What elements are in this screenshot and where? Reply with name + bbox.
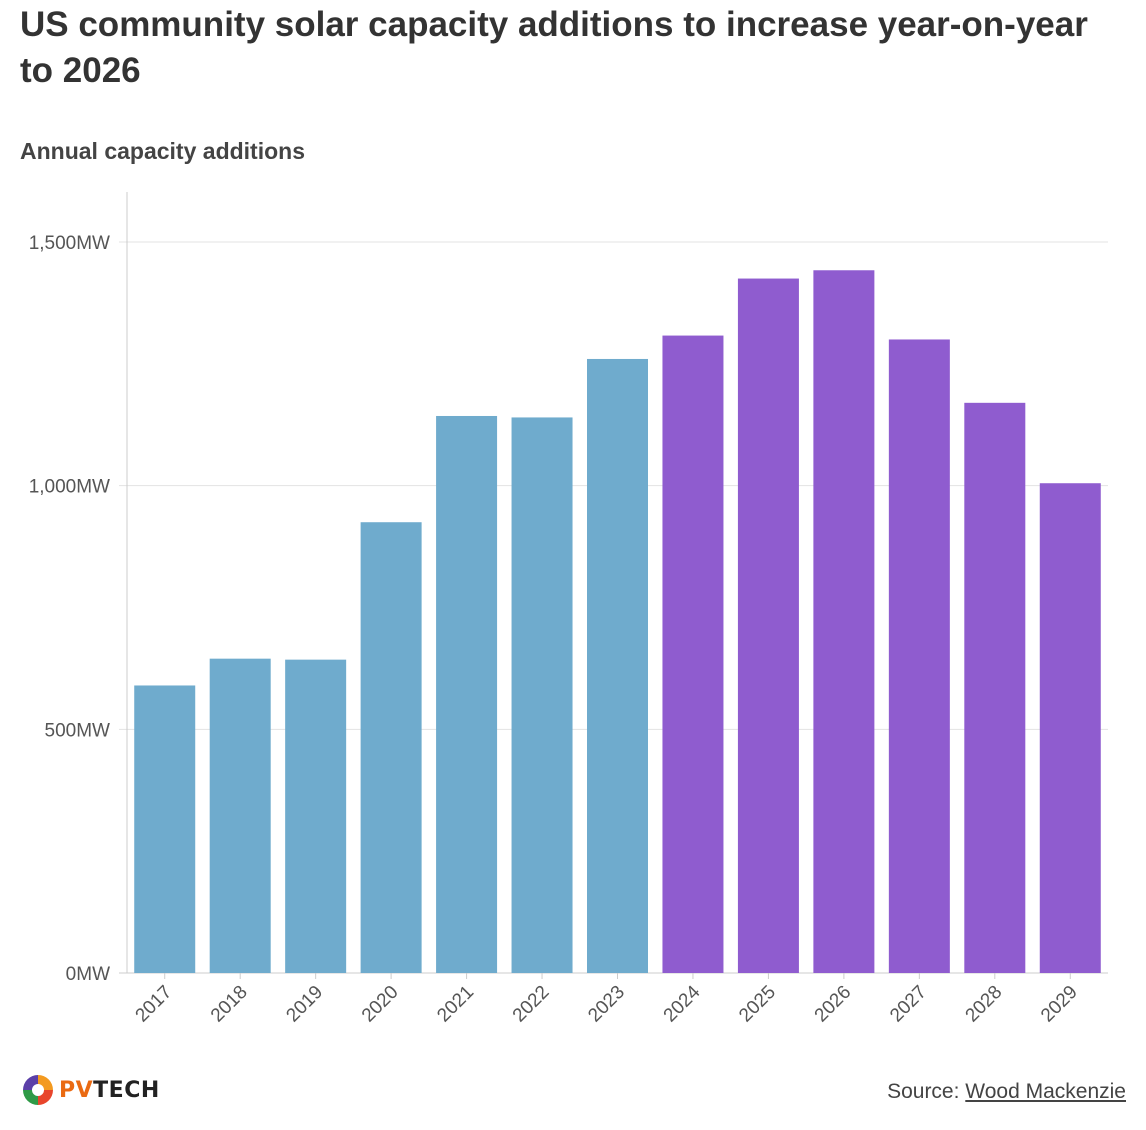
- source-label: Source:: [887, 1080, 960, 1103]
- source-link[interactable]: Wood Mackenzie: [965, 1080, 1126, 1103]
- x-tick-label: 2025: [735, 982, 780, 1027]
- bar-2026: [813, 270, 875, 973]
- y-tick-label: 1,000MW: [29, 477, 110, 498]
- y-tick-label: 500MW: [45, 720, 111, 741]
- x-tick-label: 2024: [660, 981, 705, 1026]
- bar-2017: [134, 685, 196, 973]
- bar-2021: [436, 415, 498, 973]
- x-tick-label: 2018: [207, 982, 252, 1027]
- bar-2024: [662, 335, 724, 973]
- bar-2018: [209, 658, 271, 973]
- bar-2020: [360, 522, 422, 973]
- bar-2029: [1039, 483, 1101, 973]
- x-tick-label: 2021: [433, 982, 478, 1027]
- y-tick-label: 0MW: [66, 964, 110, 985]
- x-tick-label: 2026: [811, 982, 856, 1027]
- x-tick-label: 2027: [886, 982, 931, 1027]
- bar-2023: [587, 358, 648, 974]
- x-tick-label: 2028: [962, 982, 1007, 1027]
- x-tick-label: 2023: [584, 982, 629, 1027]
- y-tick-label: 1,500MW: [29, 233, 110, 254]
- chart-title: US community solar capacity additions to…: [20, 5, 1088, 90]
- pv-tech-logo: PVTECH: [20, 1072, 160, 1108]
- x-tick-label: 2022: [509, 982, 554, 1027]
- x-tick-label: 2019: [282, 982, 327, 1027]
- source-note: Source: Wood Mackenzie: [887, 1080, 1126, 1104]
- bar-2027: [888, 339, 950, 973]
- pv-tech-logo-icon: [23, 1075, 53, 1105]
- x-tick-label: 2020: [358, 982, 403, 1027]
- bar-2019: [285, 659, 347, 973]
- bar-2022: [511, 417, 573, 973]
- logo-wordmark: PVTECH: [59, 1077, 160, 1103]
- x-tick-label: 2029: [1037, 982, 1082, 1027]
- bar-2028: [964, 402, 1026, 973]
- bars: [134, 270, 1101, 974]
- bar-2025: [737, 278, 799, 973]
- chart-subtitle: Annual capacity additions: [20, 138, 305, 164]
- x-tick-label: 2017: [132, 982, 177, 1027]
